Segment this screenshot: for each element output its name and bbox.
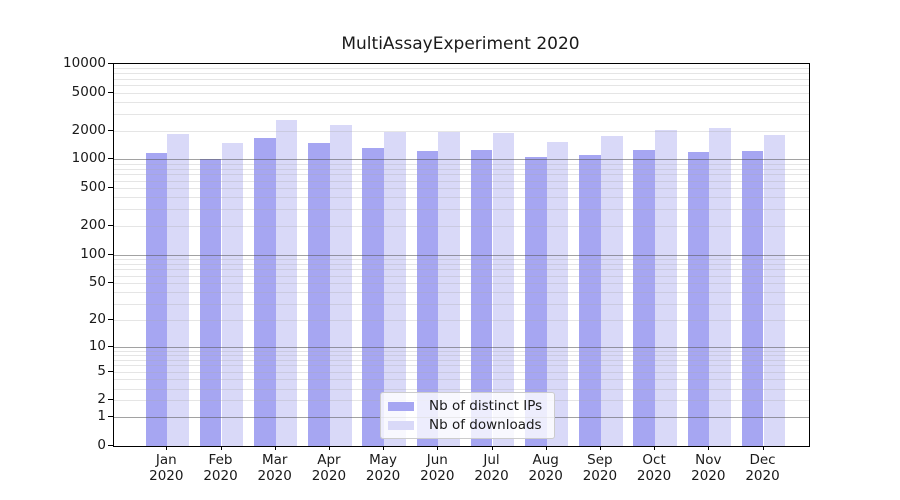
x-tick-dec <box>762 446 764 450</box>
x-tick-oct <box>654 446 656 450</box>
bar-distinct-ips-mar <box>254 138 276 446</box>
bar-distinct-ips-apr <box>308 142 330 446</box>
minor-gridline-2000 <box>114 130 809 132</box>
y-tick-label-5: 5 <box>97 362 106 379</box>
y-tick-10 <box>108 345 113 347</box>
y-tick-50 <box>108 281 113 283</box>
y-tick-label-20: 20 <box>88 310 106 327</box>
y-tick-label-50: 50 <box>88 273 106 290</box>
x-tick-label-may: May 2020 <box>365 452 401 484</box>
y-tick-label-2000: 2000 <box>71 121 106 138</box>
x-tick-nov <box>708 446 710 450</box>
x-tick-label-apr: Apr 2020 <box>311 452 347 484</box>
chart-title: MultiAssayExperiment 2020 <box>341 34 580 54</box>
bar-downloads-dec <box>763 134 786 446</box>
y-tick-1 <box>108 416 113 418</box>
y-tick-label-10000: 10000 <box>63 54 106 71</box>
x-tick-label-jan: Jan 2020 <box>149 452 184 484</box>
bar-distinct-ips-feb <box>199 159 222 446</box>
minor-gridline-3000 <box>114 113 809 115</box>
y-tick-100 <box>108 253 113 255</box>
y-tick-200 <box>108 225 113 227</box>
bar-downloads-jan <box>167 133 189 446</box>
minor-gridline-8000 <box>114 73 809 75</box>
x-tick-apr <box>328 446 330 450</box>
y-tick-label-200: 200 <box>80 217 106 234</box>
minor-gridline-4000 <box>114 101 809 103</box>
y-tick-label-5000: 5000 <box>71 83 106 100</box>
legend-label-distinct-ips: Nb of distinct IPs <box>429 398 543 414</box>
bar-downloads-jun <box>438 131 460 446</box>
y-tick-2 <box>108 399 113 401</box>
bar-distinct-ips-jan <box>145 153 168 446</box>
x-tick-mar <box>274 446 276 450</box>
y-tick-5 <box>108 370 113 372</box>
y-tick-label-0: 0 <box>97 437 106 453</box>
x-tick-may <box>383 446 385 450</box>
x-tick-jan <box>166 446 168 450</box>
bar-downloads-sep <box>600 135 623 446</box>
legend-entry-distinct-ips: Nb of distinct IPs <box>388 398 542 414</box>
x-tick-label-mar: Mar 2020 <box>257 452 292 484</box>
y-tick-500 <box>108 187 113 189</box>
bar-distinct-ips-dec <box>741 151 764 446</box>
y-tick-1000 <box>108 158 113 160</box>
bar-downloads-aug <box>546 141 569 446</box>
legend-entry-downloads: Nb of downloads <box>388 417 542 433</box>
minor-gridline-7000 <box>114 78 809 80</box>
x-tick-jun <box>437 446 439 450</box>
x-tick-label-sep: Sep 2020 <box>582 452 618 484</box>
bar-downloads-oct <box>655 130 677 446</box>
minor-gridline-6000 <box>114 85 809 87</box>
bar-distinct-ips-may <box>362 148 385 446</box>
x-tick-jul <box>491 446 493 450</box>
bar-downloads-feb <box>221 142 244 446</box>
x-tick-label-nov: Nov 2020 <box>691 452 726 484</box>
x-tick-sep <box>599 446 601 450</box>
legend-swatch-downloads <box>388 420 414 430</box>
x-tick-label-dec: Dec 2020 <box>745 452 780 484</box>
minor-gridline-9000 <box>114 68 809 70</box>
x-tick-label-feb: Feb 2020 <box>203 452 238 484</box>
x-tick-label-aug: Aug 2020 <box>528 452 563 484</box>
bar-downloads-jul <box>492 133 515 446</box>
x-tick-aug <box>545 446 547 450</box>
bar-distinct-ips-sep <box>579 155 601 446</box>
bar-distinct-ips-nov <box>687 151 710 446</box>
y-tick-20 <box>108 318 113 320</box>
minor-gridline-5000 <box>114 92 809 94</box>
bar-downloads-nov <box>709 127 731 446</box>
bar-downloads-may <box>384 131 406 446</box>
x-tick-label-oct: Oct 2020 <box>636 452 672 484</box>
legend-label-downloads: Nb of downloads <box>429 417 542 433</box>
y-tick-label-10: 10 <box>88 337 106 354</box>
y-tick-5000 <box>108 91 113 93</box>
y-tick-2000 <box>108 129 113 131</box>
y-tick-label-100: 100 <box>80 245 106 262</box>
y-tick-0 <box>108 445 113 446</box>
x-tick-label-jun: Jun 2020 <box>420 452 455 484</box>
bar-downloads-apr <box>329 125 352 446</box>
bar-distinct-ips-jul <box>470 150 493 446</box>
x-tick-feb <box>220 446 222 450</box>
x-tick-label-jul: Jul 2020 <box>474 452 509 484</box>
bar-distinct-ips-aug <box>525 157 547 446</box>
bar-distinct-ips-oct <box>633 149 656 446</box>
y-tick-label-1: 1 <box>97 408 106 425</box>
y-tick-label-1000: 1000 <box>71 150 106 167</box>
plot-area: Nb of distinct IPs Nb of downloads <box>113 63 810 447</box>
y-tick-label-2: 2 <box>97 391 106 408</box>
legend-swatch-distinct-ips <box>388 401 414 411</box>
legend: Nb of distinct IPs Nb of downloads <box>380 392 556 439</box>
bar-downloads-mar <box>275 119 298 446</box>
y-tick-label-500: 500 <box>80 179 106 196</box>
bar-distinct-ips-jun <box>416 150 439 446</box>
y-tick-10000 <box>108 62 113 64</box>
